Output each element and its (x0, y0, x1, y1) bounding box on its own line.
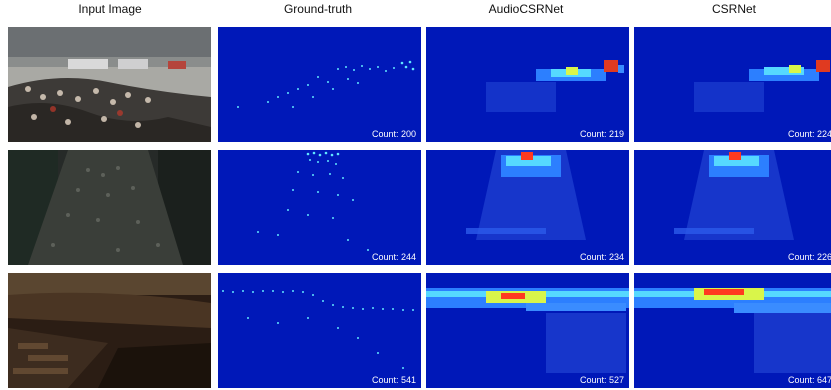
header-csrnet: CSRNet (711, 2, 756, 16)
input-image-2 (8, 150, 211, 265)
count-label: Count: 234 (579, 252, 624, 262)
audiocsrnet-density-3: Count: 527 (426, 273, 629, 388)
header-audiocsrnet: AudioCSRNet (488, 2, 564, 16)
count-label: Count: 527 (579, 375, 624, 385)
count-label: Count: 541 (371, 375, 416, 385)
audiocsrnet-density-2: Count: 234 (426, 150, 629, 265)
input-image-1 (8, 27, 211, 142)
count-label: Count: 226 (787, 252, 831, 262)
count-label: Count: 224 (787, 129, 831, 139)
header-input-image: Input Image (78, 2, 142, 16)
count-label: Count: 200 (371, 129, 416, 139)
input-image-3 (8, 273, 211, 388)
count-label: Count: 219 (579, 129, 624, 139)
csrnet-density-3: Count: 647 (634, 273, 831, 388)
ground-truth-3: Count: 541 (218, 273, 421, 388)
count-label: Count: 244 (371, 252, 416, 262)
ground-truth-2: Count: 244 (218, 150, 421, 265)
header-ground-truth: Ground-truth (283, 2, 353, 16)
csrnet-density-2: Count: 226 (634, 150, 831, 265)
csrnet-density-1: Count: 224 (634, 27, 831, 142)
ground-truth-1: Count: 200 (218, 27, 421, 142)
count-label: Count: 647 (787, 375, 831, 385)
audiocsrnet-density-1: Count: 219 (426, 27, 629, 142)
